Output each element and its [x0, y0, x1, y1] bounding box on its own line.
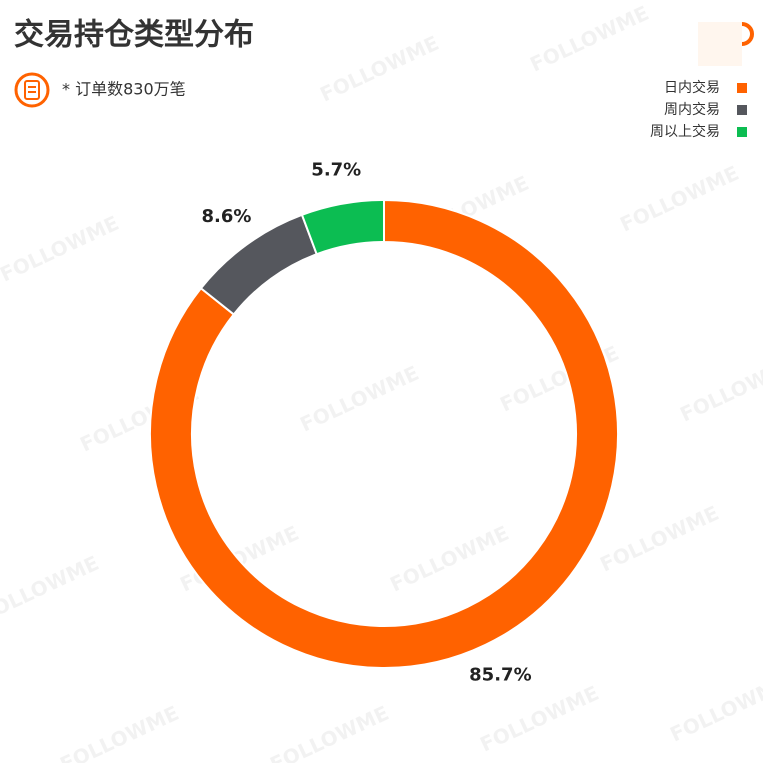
watermark: FOLLOWME: [56, 701, 182, 763]
watermark: FOLLOWME: [616, 161, 742, 237]
watermark: FOLLOWME: [266, 701, 392, 763]
legend-label: 周以上交易: [650, 123, 720, 140]
donut-segment: [300, 198, 385, 256]
legend-label: 周内交易: [664, 101, 720, 118]
watermark: FOLLOWME: [316, 31, 442, 107]
legend-swatch: [737, 83, 747, 93]
watermark: FOLLOWME: [526, 1, 652, 77]
donut-segment: [199, 213, 318, 316]
icon: [14, 72, 50, 108]
chart-subtitle: * 订单数830万笔: [62, 80, 186, 99]
watermark: FOLLOWME: [296, 361, 422, 437]
logo: [698, 22, 742, 66]
legend-swatch: [737, 105, 747, 115]
watermark: FOLLOWME: [666, 671, 763, 747]
watermark: FOLLOWME: [596, 501, 722, 577]
logo-mark: [741, 22, 754, 46]
legend-label: 日内交易: [664, 79, 720, 96]
watermark: FOLLOWME: [0, 551, 102, 627]
watermark: FOLLOWME: [0, 211, 122, 287]
donut-segment: [149, 198, 619, 669]
data-label: 8.6%: [202, 206, 252, 227]
data-label: 85.7%: [469, 664, 531, 685]
watermark: FOLLOWME: [676, 351, 763, 427]
icon-doc: [24, 80, 40, 100]
watermark: FOLLOWME: [386, 521, 512, 597]
chart-title: 交易持仓类型分布: [14, 18, 254, 53]
watermark: FOLLOWME: [476, 681, 602, 757]
legend-swatch: [737, 127, 747, 137]
data-label: 5.7%: [311, 159, 361, 180]
